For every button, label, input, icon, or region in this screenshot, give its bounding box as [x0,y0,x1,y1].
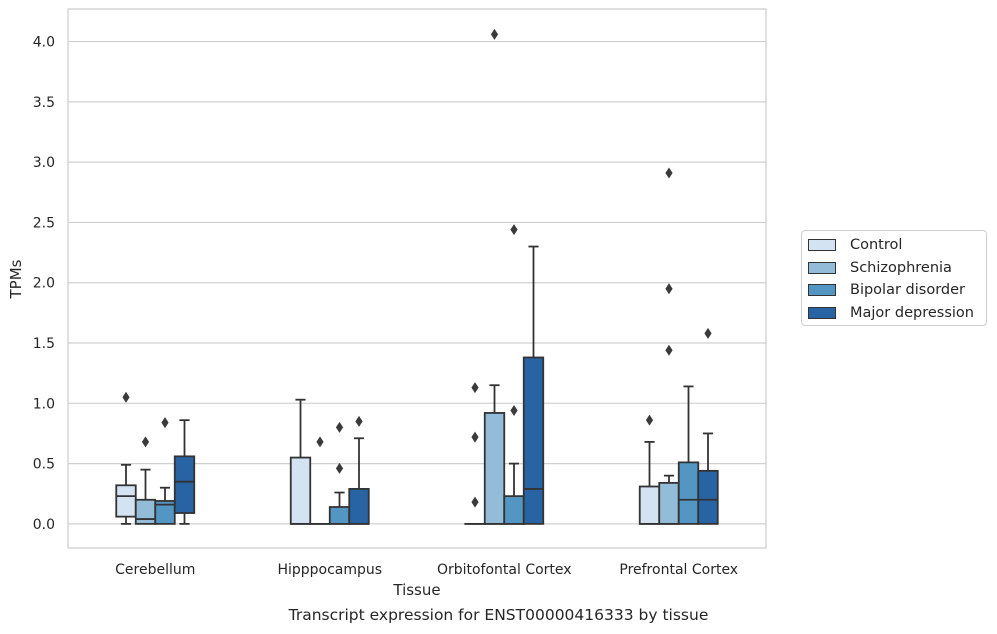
outlier-point [316,436,324,448]
y-tick-labels: 0.0 0.5 1.0 1.5 2.0 2.5 3.0 3.5 4.0 [33,35,55,533]
x-tick-label: Prefrontal Cortex [619,562,738,578]
x-axis-label: Tissue [392,581,440,599]
outlier-point [490,28,499,40]
y-tick-label: 1.0 [33,396,55,412]
y-tick-label: 1.5 [33,336,55,352]
box-body [503,495,525,525]
x-tick-label: Orbitofontal Cortex [437,562,572,578]
legend-item-control: Control [808,235,902,255]
legend-label: Schizophrenia [850,260,952,276]
box-body [348,488,370,525]
legend-item-schizophrenia: Schizophrenia [808,258,952,278]
legend: Control Schizophrenia Bipolar disorder M… [801,230,987,326]
box-body [328,506,351,525]
y-tick-label: 3.5 [33,95,55,111]
outlier-point [510,224,518,236]
outlier-point [161,417,169,429]
outlier-point [471,382,479,394]
outlier-point [645,414,654,426]
outlier-point [122,391,130,403]
outlier-point [471,431,479,443]
legend-swatch [808,284,836,296]
outlier-point [335,421,344,433]
outlier-point [704,327,712,339]
box-4-2 [658,167,680,525]
plot-area [68,9,766,548]
outlier-point [141,436,150,448]
box-body [677,461,700,525]
y-tick-label: 4.0 [33,35,55,51]
box-3-4 [522,245,545,525]
x-tick-label: Cerebellum [115,562,195,578]
boxes-layer [115,28,719,525]
box-2-2 [309,436,331,525]
box-body [289,456,312,525]
box-body [697,469,719,525]
plot-frame [67,8,767,549]
box-1-1 [115,391,137,525]
box-body [134,498,157,525]
figure-caption: Transcript expression for ENST0000041633… [288,606,709,624]
y-tick-label: 2.0 [33,276,55,292]
legend-swatch [808,307,836,319]
x-tick-labels: Cerebellum Hipppocampus Orbitofontal Corte… [115,562,738,578]
legend-label: Control [850,237,903,253]
box-3-2 [483,28,506,525]
y-tick-label: 2.5 [33,215,55,231]
box-2-1 [289,398,312,525]
box-body [173,455,196,514]
box-4-1 [638,414,661,525]
y-tick-label: 3.0 [33,155,55,171]
box-1-3 [154,417,176,525]
box-body [522,356,545,525]
outlier-point [335,462,344,474]
box-body [483,412,506,525]
legend-label: Bipolar disorder [850,282,965,298]
legend-swatch [808,262,836,274]
box-2-4 [348,415,370,525]
y-tick-label: 0.0 [33,517,55,533]
legend-swatch [808,239,836,251]
outlier-point [665,167,673,179]
legend-item-major-depression: Major depression [808,303,974,323]
y-axis-label: TPMs [7,259,25,299]
x-tick-label: Hipppocampus [277,562,382,578]
legend-item-bipolar-disorder: Bipolar disorder [808,280,965,300]
outlier-point [355,415,363,427]
outlier-point [471,496,479,508]
box-body [115,484,137,518]
box-4-4 [697,327,719,525]
legend-label: Major depression [850,305,974,321]
y-tick-label: 0.5 [33,457,55,473]
box-body [658,481,680,525]
box-2-3 [328,421,351,525]
outlier-point [665,283,673,295]
outlier-point [510,405,518,417]
box-4-3 [677,385,700,525]
outlier-point [665,344,673,356]
box-body [638,485,661,525]
box-1-4 [173,419,196,525]
